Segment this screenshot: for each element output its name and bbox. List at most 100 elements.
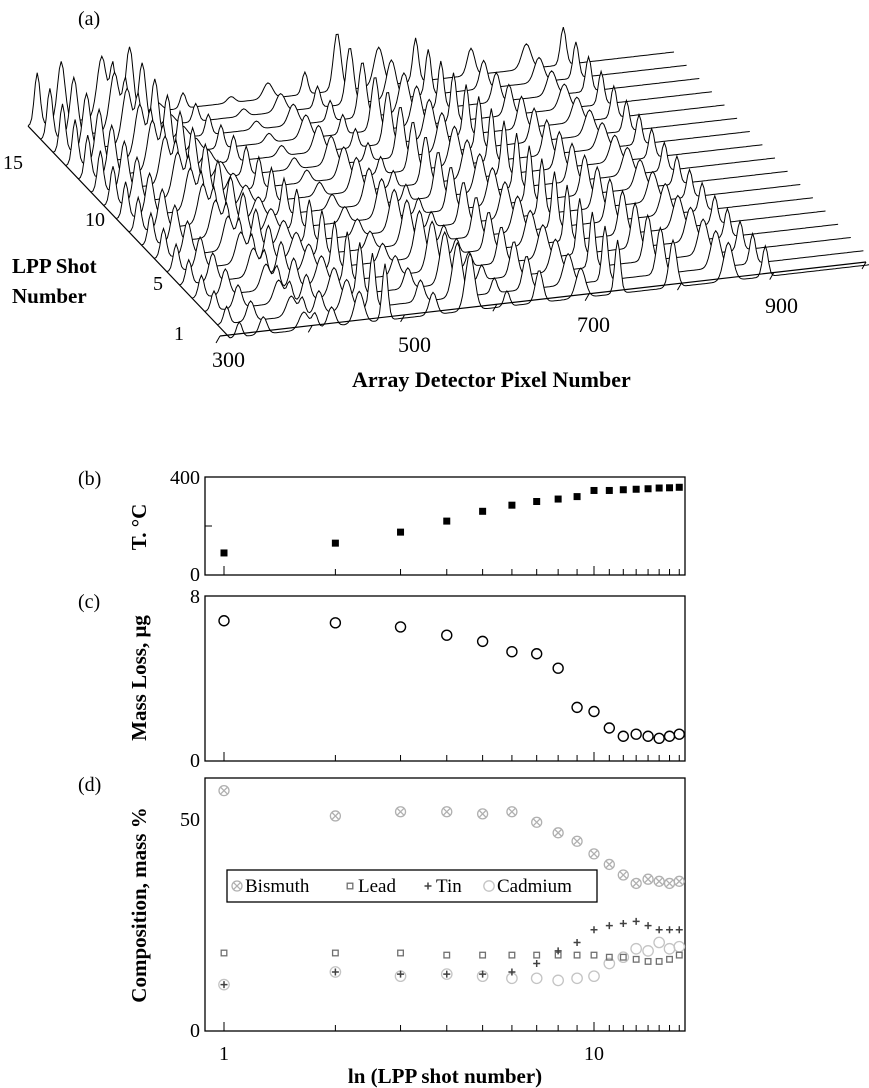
panel-c-point — [631, 729, 641, 739]
panel-b-frame — [205, 477, 685, 575]
panel-d-point-tin — [533, 960, 540, 967]
panel-d-point-bismuth — [631, 878, 641, 888]
panel-d-point-bismuth — [478, 809, 488, 819]
panel-a-ytick-15: 15 — [3, 152, 23, 174]
panel-d-point-bismuth — [643, 874, 653, 884]
panel-d-point-tin — [676, 926, 683, 933]
panel-a-xtick-300: 300 — [212, 347, 245, 372]
panel-b-point — [397, 529, 404, 536]
panel-d-point-cadmium — [643, 946, 653, 956]
panel-d-point-bismuth — [572, 836, 582, 846]
panel-b-point — [591, 487, 598, 494]
panel-d-point-bismuth — [604, 859, 614, 869]
panel-d-point-lead — [333, 950, 339, 956]
panel-d-ticks — [224, 1022, 679, 1031]
panel-c-point — [442, 630, 452, 640]
panel-d-point-tin — [574, 939, 581, 946]
panel-d-point-cadmium — [618, 952, 628, 962]
panel-c-point — [572, 702, 582, 712]
panel-d-point-tin — [332, 968, 339, 975]
panel-d-point-bismuth — [589, 849, 599, 859]
panel-b-point — [645, 485, 652, 492]
panel-d-point-tin — [443, 971, 450, 978]
panel-d-point-lead — [633, 957, 639, 963]
panel-b-point — [620, 486, 627, 493]
panel-d-point-lead — [667, 957, 673, 963]
panel-d-point-tin — [221, 981, 228, 988]
panel-d-point-lead — [620, 954, 626, 960]
panel-a-ytick-1: 1 — [174, 323, 184, 345]
panel-d-point-cadmium — [553, 975, 563, 985]
panel-b-point — [479, 508, 486, 515]
panel-a-ylabel-line2: Number — [12, 284, 87, 308]
panel-d-point-tin — [620, 920, 627, 927]
panel-d-point-bismuth — [654, 876, 664, 886]
panel-d-point-bismuth — [330, 811, 340, 821]
panel-d-point-cadmium — [674, 941, 684, 951]
panel-d-point-lead — [574, 952, 580, 958]
panel-d-ytick-0: 0 — [190, 1020, 200, 1042]
panel-c-point — [553, 663, 563, 673]
panel-c-point — [330, 618, 340, 628]
panel-b-ytick-400: 400 — [170, 467, 200, 489]
panel-d-point-bismuth — [507, 807, 517, 817]
panel-c-ticks — [224, 752, 679, 761]
panel-c-points — [219, 616, 684, 744]
panel-d-point-bismuth — [396, 807, 406, 817]
panel-d-point-cadmium — [664, 944, 674, 954]
panel-d-point-bismuth — [532, 817, 542, 827]
panel-a-xtick-500: 500 — [398, 332, 431, 357]
panel-b-point — [332, 540, 339, 547]
legend-lead: Lead — [358, 876, 396, 897]
panel-a-ylabel-line1: LPP Shot — [12, 254, 97, 278]
panel-c-point — [507, 647, 517, 657]
panel-c-ytick-0: 0 — [190, 750, 200, 772]
panel-b-ticks — [205, 526, 679, 575]
panel-d-ylabel: Composition, mass % — [127, 807, 151, 1002]
panel-a-letter: (a) — [78, 8, 100, 30]
panel-c-point — [618, 731, 628, 741]
panel-c-point — [665, 731, 675, 741]
panel-d-point-bismuth — [665, 878, 675, 888]
panel-d-xtick-1: 1 — [219, 1043, 229, 1065]
panel-d-point-lead — [444, 952, 450, 958]
panel-b-point — [656, 485, 663, 492]
panel-d-point-bismuth — [618, 870, 628, 880]
panel-b-point — [508, 502, 515, 509]
panel-d-point-tin — [656, 926, 663, 933]
legend-cadmium: Cadmium — [497, 876, 572, 897]
panel-a-xtick-700: 700 — [577, 312, 610, 337]
panel-a-ytick-5: 5 — [153, 273, 163, 295]
panel-b-point — [555, 496, 562, 503]
panel-d-point-lead — [676, 952, 682, 958]
panel-c-ytick-8: 8 — [190, 586, 200, 608]
panel-b-point — [533, 498, 540, 505]
panel-b-point — [633, 486, 640, 493]
panel-b-point — [606, 487, 613, 494]
panel-c-point — [604, 723, 614, 733]
panel-d-point-bismuth — [553, 828, 563, 838]
panel-b-point — [574, 493, 581, 500]
panel-d-point-tin — [606, 922, 613, 929]
panel-b-point — [666, 484, 673, 491]
panel-b-letter: (b) — [78, 468, 101, 490]
panel-a-xtick-900: 900 — [765, 293, 798, 318]
panel-c-letter: (c) — [78, 591, 100, 613]
panel-c-point — [532, 649, 542, 659]
panel-d-point-tin — [633, 918, 640, 925]
panel-d-point-lead — [591, 952, 597, 958]
panel-d-point-tin — [666, 926, 673, 933]
panel-d-xtick-10: 10 — [584, 1043, 604, 1065]
panel-c-frame — [205, 596, 685, 761]
panel-d-xlabel: ln (LPP shot number) — [348, 1064, 542, 1088]
panel-b-points — [221, 484, 683, 557]
panel-d-point-bismuth — [219, 786, 229, 796]
panel-c-point — [589, 707, 599, 717]
panel-c-point — [219, 616, 229, 626]
panel-d-letter: (d) — [78, 774, 101, 796]
panel-d-point-bismuth — [674, 876, 684, 886]
panel-b-ylabel: T. °C — [127, 504, 151, 551]
panel-d-point-cadmium — [631, 944, 641, 954]
panel-d-point-cadmium — [531, 973, 541, 983]
